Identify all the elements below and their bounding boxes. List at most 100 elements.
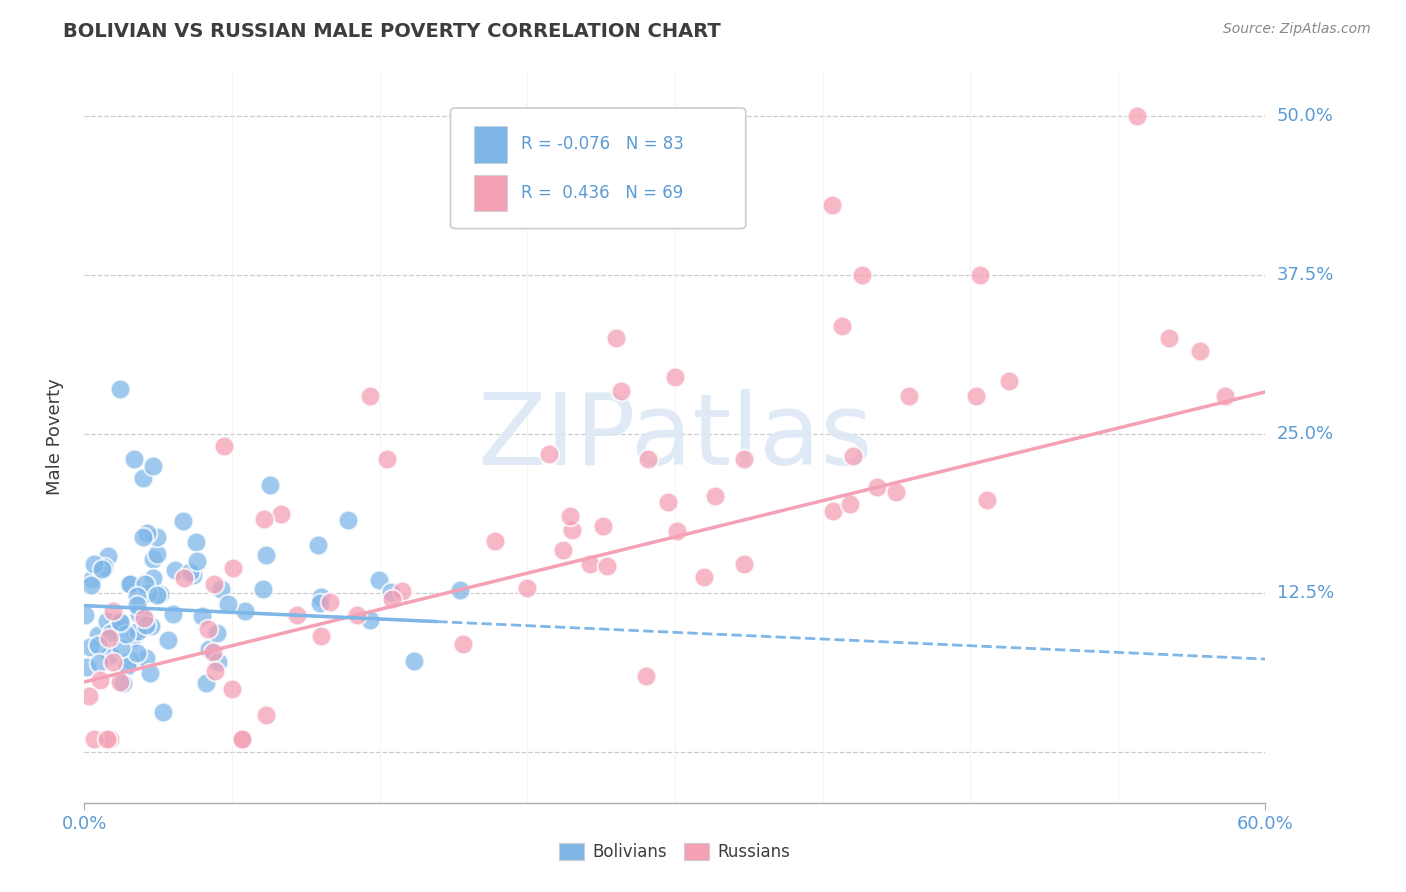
Point	[83, 558, 105, 572]
Point	[115, 659, 138, 673]
Point	[101, 605, 124, 619]
Text: BOLIVIAN VS RUSSIAN MALE POVERTY CORRELATION CHART: BOLIVIAN VS RUSSIAN MALE POVERTY CORRELA…	[63, 22, 721, 41]
Point	[516, 582, 538, 596]
Point	[96, 732, 118, 747]
Point	[108, 383, 131, 397]
Point	[309, 590, 332, 604]
FancyBboxPatch shape	[474, 175, 508, 211]
Point	[212, 439, 235, 453]
Point	[451, 637, 474, 651]
Point	[98, 648, 121, 662]
Point	[146, 531, 169, 545]
Point	[139, 665, 162, 680]
Point	[121, 632, 143, 646]
Point	[139, 619, 162, 633]
Point	[157, 633, 180, 648]
Point	[610, 384, 633, 398]
Point	[307, 538, 329, 552]
Point	[172, 514, 194, 528]
Point	[285, 607, 308, 622]
Point	[207, 626, 229, 640]
Point	[839, 497, 862, 511]
Point	[538, 446, 561, 460]
Text: 50.0%: 50.0%	[1277, 107, 1333, 125]
Point	[976, 492, 998, 507]
Point	[146, 588, 169, 602]
Point	[80, 578, 103, 592]
Legend: Bolivians, Russians: Bolivians, Russians	[553, 836, 797, 868]
Point	[259, 477, 281, 491]
Point	[91, 562, 114, 576]
Point	[375, 452, 398, 467]
Point	[127, 599, 149, 613]
Point	[254, 548, 277, 562]
Point	[118, 577, 141, 591]
Point	[346, 607, 368, 622]
Point	[359, 389, 381, 403]
Point	[270, 507, 292, 521]
Point	[97, 631, 120, 645]
Point	[127, 646, 149, 660]
Point	[231, 732, 253, 747]
Point	[1126, 109, 1149, 123]
Point	[253, 512, 276, 526]
Point	[132, 621, 155, 635]
Text: 12.5%: 12.5%	[1277, 584, 1334, 602]
Point	[1157, 331, 1180, 345]
Point	[254, 708, 277, 723]
Text: ZIPatlas: ZIPatlas	[477, 389, 873, 485]
Point	[221, 681, 243, 696]
Point	[100, 626, 122, 640]
Point	[125, 589, 148, 603]
Point	[83, 732, 105, 747]
Point	[998, 374, 1021, 388]
Point	[842, 449, 865, 463]
Point	[107, 623, 129, 637]
Point	[1213, 389, 1236, 403]
Point	[87, 638, 110, 652]
Point	[142, 570, 165, 584]
Point	[449, 582, 471, 597]
Point	[733, 452, 755, 467]
Point	[132, 471, 155, 485]
Point	[132, 611, 155, 625]
Point	[309, 596, 332, 610]
Point	[965, 388, 987, 402]
Point	[136, 526, 159, 541]
Point	[1188, 344, 1211, 359]
Point	[134, 577, 156, 591]
Point	[76, 660, 98, 674]
Point	[391, 584, 413, 599]
Point	[186, 554, 208, 568]
Point	[733, 557, 755, 571]
Point	[87, 628, 110, 642]
Point	[198, 642, 221, 657]
Point	[665, 524, 688, 539]
Point	[595, 558, 617, 573]
Point	[831, 318, 853, 333]
Point	[152, 705, 174, 719]
Point	[664, 369, 686, 384]
Point	[179, 565, 201, 579]
Point	[195, 675, 218, 690]
Point	[703, 489, 725, 503]
Point	[122, 452, 145, 467]
Point	[181, 567, 204, 582]
Point	[111, 675, 134, 690]
Point	[89, 673, 111, 687]
Point	[108, 615, 131, 630]
Point	[821, 504, 844, 518]
Point	[80, 572, 103, 586]
Point	[135, 651, 157, 665]
Point	[132, 530, 155, 544]
Point	[202, 576, 225, 591]
Point	[127, 624, 149, 638]
Text: R =  0.436   N = 69: R = 0.436 N = 69	[522, 185, 683, 202]
Point	[149, 587, 172, 601]
Point	[120, 653, 142, 667]
Point	[105, 622, 128, 636]
Point	[142, 552, 165, 566]
Point	[162, 607, 184, 622]
Point	[309, 630, 332, 644]
Point	[136, 586, 159, 600]
